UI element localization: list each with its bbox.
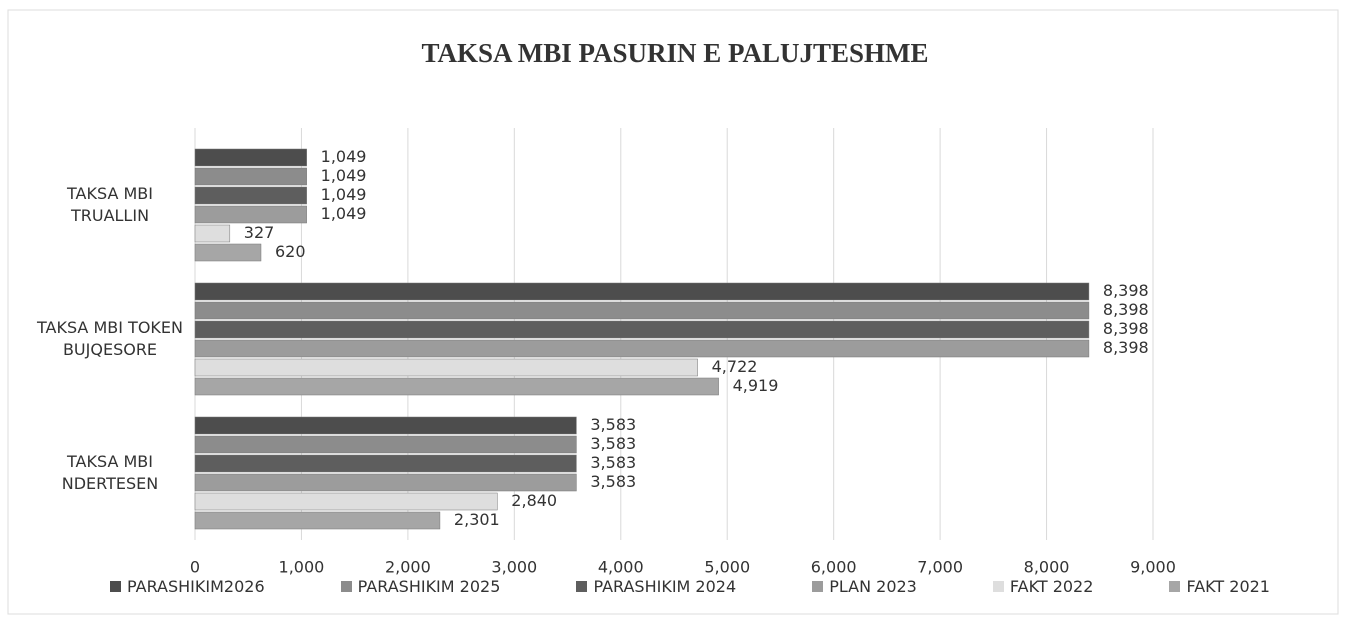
legend-item: PLAN 2023 [812,577,917,596]
value-label: 2,301 [454,510,500,529]
value-label: 3,583 [590,472,636,491]
legend-item: PARASHIKIM 2025 [340,577,501,596]
x-tick-label: 7,000 [917,558,963,577]
legend: PARASHIKIM2026 PARASHIKIM 2025 PARASHIKIM … [110,577,1270,596]
x-tick-label: 9,000 [1130,558,1176,577]
legend-swatch [1169,581,1181,592]
bar [194,301,1090,320]
bar [194,339,1090,358]
value-label: 2,840 [511,491,557,510]
value-label: 1,049 [321,147,367,166]
bar [194,205,307,224]
x-tick-label: 8,000 [1024,558,1070,577]
x-tick-label: 3,000 [491,558,537,577]
bar [194,167,307,186]
chart-frame [7,9,1339,615]
bar [194,492,498,511]
legend-item: FAKT 2022 [992,577,1094,596]
legend-item: PARASHIKIM 2024 [576,577,736,596]
value-label: 3,583 [590,434,636,453]
legend-label: PARASHIKIM 2025 [357,577,501,596]
category-label: TAKSA MBI TOKEN BUJQESORE [37,318,183,359]
bar [194,243,262,262]
value-label: 620 [275,242,306,261]
legend-label: FAKT 2022 [1009,577,1094,596]
value-label: 1,049 [321,166,367,185]
bar [194,435,577,454]
bar [194,148,307,167]
chart-title: TAKSA MBI PASURIN E PALUJTESHME [421,38,928,68]
bar [194,511,441,530]
bar [194,454,577,473]
bar [194,224,231,243]
legend-swatch [576,581,588,592]
legend-item: FAKT 2021 [1169,577,1270,596]
legend-swatch [812,581,824,592]
x-tick-label: 4,000 [598,558,644,577]
legend-label: PLAN 2023 [829,577,917,596]
value-label: 327 [244,223,275,242]
value-label: 4,919 [733,376,779,395]
legend-swatch [992,581,1004,592]
value-label: 3,583 [590,415,636,434]
value-label: 3,583 [590,453,636,472]
x-tick-label: 1,000 [279,558,325,577]
bar [194,320,1090,339]
x-tick-label: 0 [190,558,200,577]
bar [194,473,577,492]
legend-swatch [110,581,121,592]
value-label: 1,049 [321,185,367,204]
x-tick-label: 5,000 [704,558,750,577]
value-label: 8,398 [1103,281,1149,300]
x-tick-label: 2,000 [385,558,431,577]
bar [194,282,1090,301]
category-label: TAKSA MBI NDERTESEN [61,452,159,493]
value-label: 8,398 [1103,319,1149,338]
bar [194,416,577,435]
legend-swatch [340,581,352,592]
legend-label: PARASHIKIM2026 [127,577,265,596]
legend-label: FAKT 2021 [1186,577,1270,596]
bar [194,358,698,377]
legend-item: PARASHIKIM2026 [110,577,265,596]
bar [194,377,719,396]
legend-label: PARASHIKIM 2024 [593,577,737,596]
value-label: 1,049 [321,204,367,223]
x-tick-label: 6,000 [811,558,857,577]
category-label: TAKSA MBI TRUALLIN [67,184,153,225]
value-label: 8,398 [1103,338,1149,357]
value-label: 4,722 [712,357,758,376]
bar [194,186,307,205]
value-label: 8,398 [1103,300,1149,319]
